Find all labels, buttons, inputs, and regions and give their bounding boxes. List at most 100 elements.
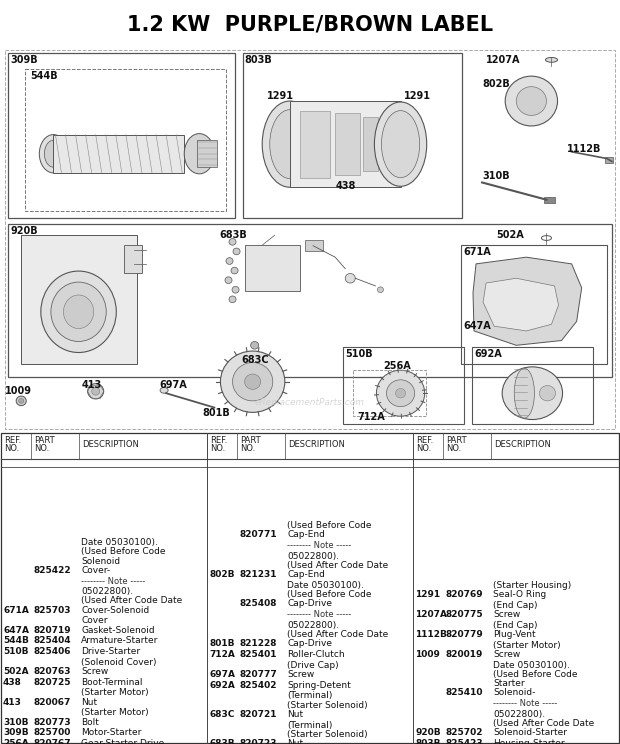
Text: Starter: Starter [493,679,525,688]
Text: 820773: 820773 [33,717,71,727]
Text: 820771: 820771 [239,530,277,539]
Text: (Used Before Code: (Used Before Code [493,670,577,679]
Text: (Terminal): (Terminal) [287,691,332,700]
Text: 1009: 1009 [5,385,32,396]
Circle shape [92,388,100,395]
Circle shape [233,248,240,254]
Text: 510B: 510B [345,349,373,359]
Text: 692A: 692A [209,681,235,690]
Text: 825700: 825700 [33,728,71,737]
Text: 825404: 825404 [33,636,71,645]
Text: 05022800).: 05022800). [287,621,339,630]
Text: 825406: 825406 [33,647,71,656]
Text: Screw: Screw [493,610,520,619]
Text: Cover-: Cover- [81,566,110,575]
Text: (Starter Housing): (Starter Housing) [493,581,571,590]
Text: 712A: 712A [357,412,385,423]
Bar [124,245,142,274]
Text: Roller-Clutch: Roller-Clutch [287,650,345,659]
Text: Screw: Screw [493,650,520,659]
Text: NO.: NO. [240,443,255,452]
Text: (Starter Motor): (Starter Motor) [493,641,560,650]
Circle shape [229,296,236,303]
Text: (Starter Motor): (Starter Motor) [81,708,149,717]
Ellipse shape [63,295,94,329]
Text: -------- Note -----: -------- Note ----- [81,577,145,586]
Text: (End Cap): (End Cap) [493,621,538,630]
Text: 825408: 825408 [239,600,277,609]
Text: 310B: 310B [3,717,29,727]
Text: Cover-Solenoid: Cover-Solenoid [81,606,149,615]
Text: 820725: 820725 [33,678,71,687]
Bar [242,53,462,218]
Ellipse shape [39,135,68,173]
Text: Cap-End: Cap-End [287,530,325,539]
Text: 438: 438 [335,181,355,190]
Text: 803B: 803B [245,55,272,65]
Text: 712A: 712A [209,650,235,659]
Text: Motor-Starter: Motor-Starter [81,728,141,737]
Text: (Drive Cap): (Drive Cap) [287,661,339,670]
Ellipse shape [51,282,106,341]
Ellipse shape [41,271,117,353]
Bar [305,240,323,251]
Bar [605,156,613,163]
Text: NO.: NO. [446,443,461,452]
Text: (Used Before Code: (Used Before Code [81,548,166,557]
Ellipse shape [250,341,259,349]
Ellipse shape [381,111,420,178]
Text: Cap-Drive: Cap-Drive [287,639,332,648]
Ellipse shape [546,57,557,62]
Bar [290,101,401,187]
Text: PART: PART [34,435,55,444]
Text: PART: PART [446,435,467,444]
Circle shape [87,384,104,399]
Text: 256A: 256A [383,361,411,371]
Text: Cap-End: Cap-End [287,571,325,580]
Text: 413: 413 [3,698,22,707]
Text: NO.: NO. [416,443,432,452]
Bar [363,118,378,171]
Text: 683C: 683C [242,355,269,365]
Text: Screw: Screw [287,670,314,679]
Text: 821231: 821231 [239,571,277,580]
Text: 820067: 820067 [33,698,71,707]
Ellipse shape [270,109,310,179]
Text: Nut: Nut [81,698,97,707]
Text: 692A: 692A [474,349,502,359]
Text: 502A: 502A [3,667,29,676]
Text: 05022800).: 05022800). [287,552,339,561]
Text: eReplacementParts.com: eReplacementParts.com [255,398,365,407]
Polygon shape [473,257,582,345]
Text: 647A: 647A [3,626,29,635]
Text: 671A: 671A [3,606,29,615]
Text: -------- Note -----: -------- Note ----- [493,699,557,708]
Ellipse shape [502,367,562,420]
Text: 683C: 683C [209,710,234,719]
Text: Gasket-Solenoid: Gasket-Solenoid [81,626,154,635]
Circle shape [221,351,285,412]
Ellipse shape [505,76,557,126]
Ellipse shape [45,141,63,167]
Text: NO.: NO. [210,443,225,452]
Bar [335,114,360,175]
Text: Screw: Screw [81,667,108,676]
Circle shape [376,371,425,416]
Text: 825702: 825702 [445,728,482,737]
Text: (Used Before Code: (Used Before Code [287,590,371,599]
Text: (Starter Solenoid): (Starter Solenoid) [287,730,368,739]
Text: 802B: 802B [482,79,510,89]
Text: (Starter Motor): (Starter Motor) [81,688,149,697]
Ellipse shape [16,396,26,405]
Polygon shape [483,278,559,331]
Text: DESCRIPTION: DESCRIPTION [288,440,345,449]
Circle shape [396,388,405,398]
Text: Spring-Detent: Spring-Detent [287,681,351,690]
Text: (Used After Code Date: (Used After Code Date [287,630,388,639]
Text: 820719: 820719 [33,626,71,635]
Text: (Used After Code Date: (Used After Code Date [493,719,594,728]
Text: 309B: 309B [10,55,38,65]
Text: 683B: 683B [209,739,234,744]
Text: 801B: 801B [202,408,230,417]
Text: 825410: 825410 [445,688,482,697]
